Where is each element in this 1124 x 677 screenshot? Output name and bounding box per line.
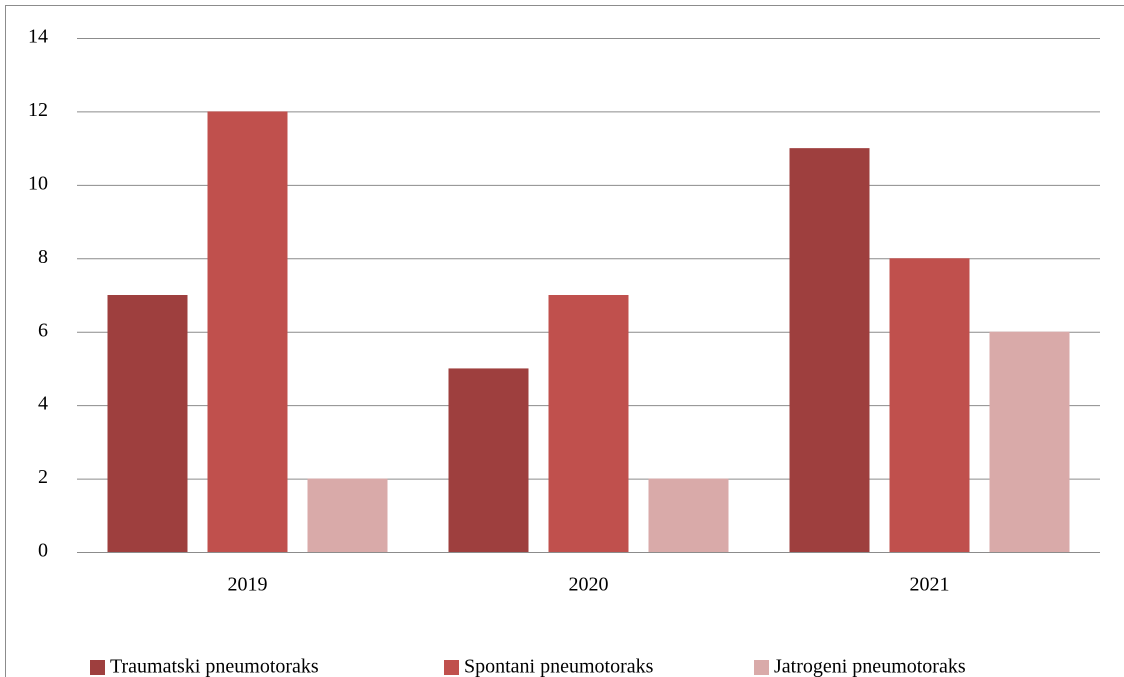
bar bbox=[648, 478, 729, 552]
legend-swatch bbox=[754, 660, 769, 675]
y-tick-label: 10 bbox=[28, 172, 48, 194]
bar bbox=[207, 111, 288, 552]
bar bbox=[789, 148, 870, 552]
bar bbox=[989, 331, 1070, 552]
y-tick-label: 2 bbox=[38, 466, 48, 488]
legend-swatch bbox=[90, 660, 105, 675]
y-tick-label: 0 bbox=[38, 540, 48, 562]
bar bbox=[548, 295, 629, 552]
y-tick-label: 8 bbox=[38, 246, 48, 268]
chart-border bbox=[5, 5, 1124, 677]
x-tick-label: 2019 bbox=[228, 574, 268, 596]
legend-label: Jatrogeni pneumotoraks bbox=[774, 656, 966, 677]
y-tick-label: 4 bbox=[38, 393, 48, 415]
y-tick-label: 14 bbox=[28, 26, 48, 48]
y-tick-label: 6 bbox=[38, 319, 48, 341]
bar bbox=[448, 368, 529, 552]
y-tick-label: 12 bbox=[28, 99, 48, 121]
legend-label: Traumatski pneumotoraks bbox=[110, 656, 319, 677]
bar bbox=[889, 258, 970, 552]
legend-swatch bbox=[444, 660, 459, 675]
legend-label: Spontani pneumotoraks bbox=[464, 656, 654, 677]
bar bbox=[107, 295, 188, 552]
x-tick-label: 2021 bbox=[910, 574, 950, 596]
bar bbox=[307, 478, 388, 552]
x-tick-label: 2020 bbox=[569, 574, 609, 596]
